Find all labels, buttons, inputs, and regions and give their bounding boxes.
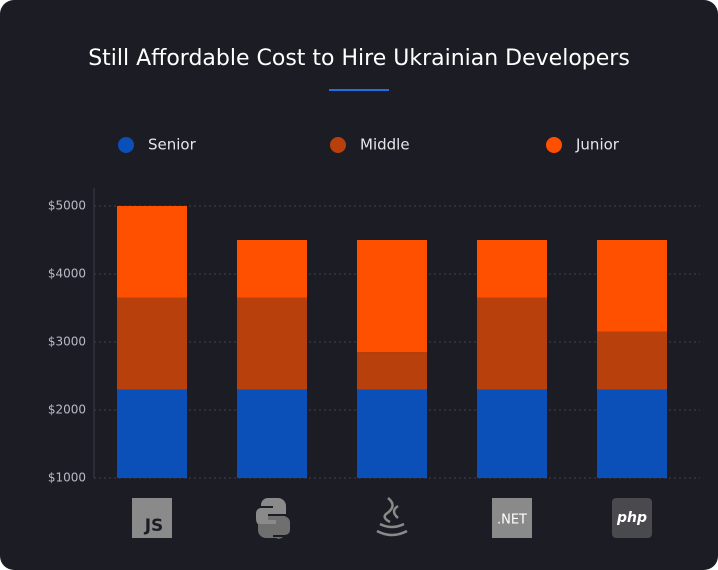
icon [612, 498, 652, 538]
y-tick-label: $2000 [48, 403, 86, 417]
bar-segment [477, 297, 547, 390]
chart-title: Still Affordable Cost to Hire Ukrainian … [88, 46, 630, 71]
bar-segment [597, 389, 667, 478]
icon [258, 515, 291, 539]
bar-segment [597, 240, 667, 332]
legend-swatch [330, 137, 346, 153]
y-tick-label: $3000 [48, 335, 86, 349]
legend-label: Junior [575, 136, 620, 154]
x-tick-label: php [616, 510, 647, 526]
legend-label: Middle [360, 136, 410, 154]
bar-segment [477, 389, 547, 478]
title-underline [329, 89, 389, 91]
icon [376, 497, 408, 537]
bar-segment [237, 389, 307, 478]
bar-segment [117, 297, 187, 390]
bar-segment [357, 352, 427, 390]
icon [132, 498, 172, 538]
legend-label: Senior [148, 136, 197, 154]
bar-segment [237, 297, 307, 390]
y-tick-label: $5000 [48, 199, 86, 213]
icon [492, 498, 532, 538]
bar-segment [477, 240, 547, 298]
bar-segment [117, 389, 187, 478]
x-tick-label: .NET [497, 513, 527, 528]
x-tick-label: JS [144, 516, 164, 536]
bar-segment [237, 240, 307, 298]
legend-swatch [118, 137, 134, 153]
legend-swatch [546, 137, 562, 153]
icon [256, 498, 286, 527]
y-tick-label: $4000 [48, 267, 86, 281]
bar-segment [357, 389, 427, 478]
bar-segment [357, 240, 427, 353]
bar-segment [117, 206, 187, 298]
y-tick-label: $1000 [48, 471, 86, 485]
bar-segment [597, 331, 667, 390]
